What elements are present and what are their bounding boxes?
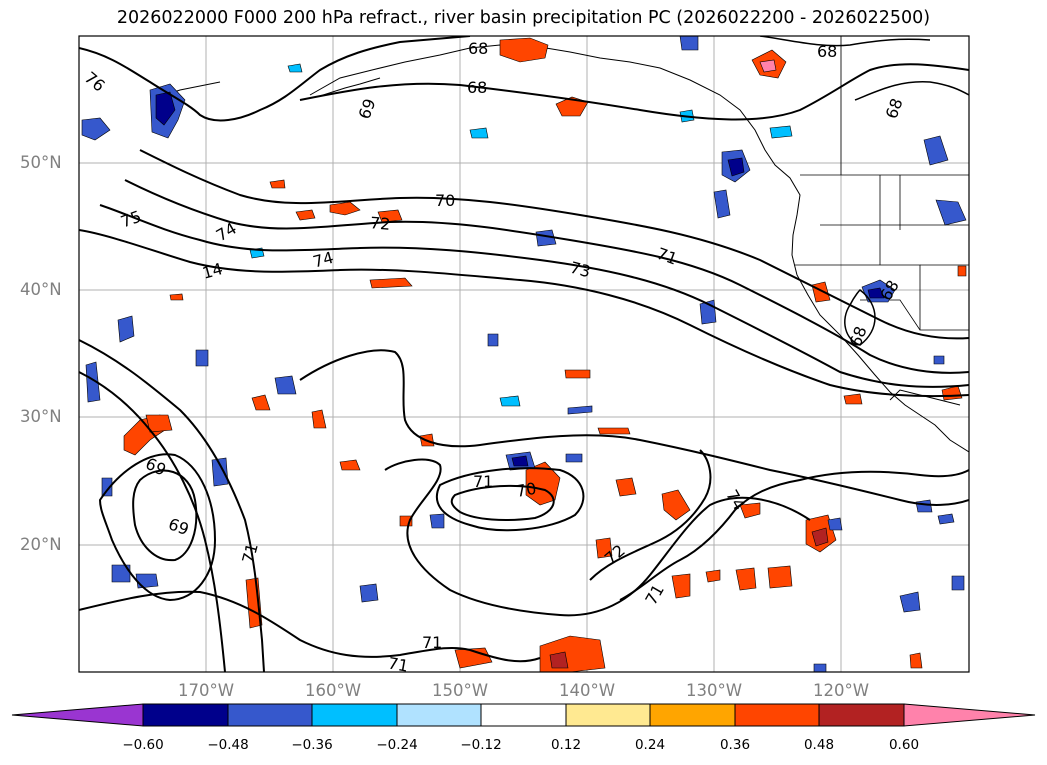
colorbar-tick: 0.24	[634, 737, 666, 753]
contour-label: 71	[473, 472, 493, 491]
colorbar-tick: 0.36	[719, 737, 751, 753]
colorbar-bin	[649, 703, 736, 727]
lat-label: 30°N	[20, 407, 62, 426]
contour-label: 14	[200, 259, 225, 283]
contour-label: 71	[387, 653, 410, 675]
contour-label: 70	[435, 191, 455, 210]
colorbar-bin	[227, 703, 313, 727]
lon-label: 120°W	[812, 681, 870, 700]
map-title: 2026022000 F000 200 hPa refract., river …	[116, 8, 931, 28]
colorbar-tick: −0.60	[122, 737, 164, 753]
lat-label: 50°N	[20, 153, 62, 172]
colorbar-over-arrow	[903, 703, 1036, 727]
contour-label: 74	[311, 248, 336, 272]
lon-label: 170°W	[177, 681, 235, 700]
colorbar-tick: −0.12	[460, 737, 502, 753]
lon-label: 160°W	[304, 681, 362, 700]
colorbar-bin	[142, 703, 229, 727]
contour-label: 71	[238, 541, 262, 566]
contour-label: 72	[369, 213, 391, 234]
colorbar-bin	[734, 703, 820, 727]
plot-area	[79, 36, 969, 672]
plot-frame	[78, 35, 970, 673]
colorbar-bin	[480, 703, 567, 727]
colorbar-tick: −0.48	[207, 737, 249, 753]
contour-label: 71	[422, 633, 442, 652]
contour-label: 68	[817, 42, 837, 61]
lon-label: 130°W	[685, 681, 743, 700]
colorbar-tick: −0.36	[291, 737, 333, 753]
lon-label: 140°W	[558, 681, 616, 700]
lat-label: 20°N	[20, 535, 62, 554]
colorbar	[11, 703, 1036, 727]
colorbar-bin	[396, 703, 482, 727]
colorbar-tick: 0.12	[550, 737, 582, 753]
colorbar-tick: −0.24	[376, 737, 418, 753]
contour-label: 70	[514, 479, 537, 501]
colorbar-under-arrow	[11, 703, 144, 727]
contour-label: 68	[468, 39, 488, 58]
colorbar-bin	[311, 703, 398, 727]
colorbar-tick: 0.60	[888, 737, 920, 753]
contour-label: 68	[467, 78, 487, 97]
lat-label: 40°N	[20, 280, 62, 299]
colorbar-bin	[818, 703, 905, 727]
colorbar-bin	[565, 703, 651, 727]
contours	[79, 36, 969, 672]
colorbar-tick: 0.48	[803, 737, 835, 753]
lon-label: 150°W	[431, 681, 489, 700]
precip-patches	[81, 36, 967, 672]
contour-label: 73	[568, 258, 593, 282]
